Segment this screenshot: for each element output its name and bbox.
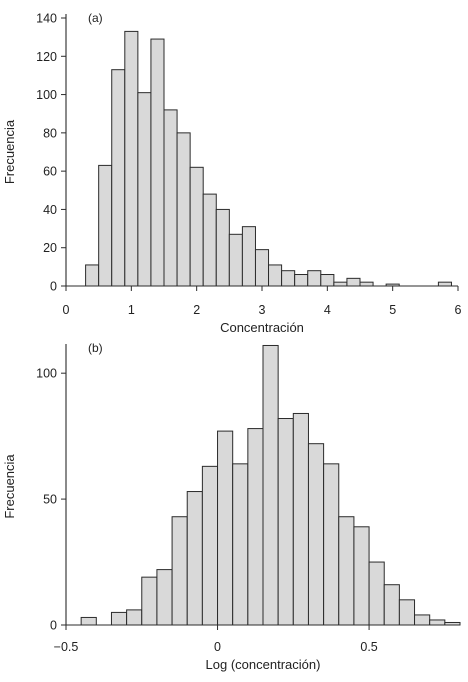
histogram-bar: [80, 616, 97, 626]
y-tick-label: 0: [50, 619, 57, 633]
y-tick-label: 80: [43, 126, 57, 140]
x-tick-label: 0: [63, 303, 70, 317]
histogram-bar: [281, 270, 296, 287]
histogram-bar: [429, 619, 446, 626]
histogram-bar: [232, 463, 249, 626]
histogram-bar: [202, 193, 217, 287]
x-tick-label: 2: [193, 303, 200, 317]
histogram-bar: [201, 465, 219, 626]
x-axis-title: Concentración: [220, 320, 304, 335]
histogram-bar: [338, 516, 355, 626]
histogram-bar: [171, 516, 188, 626]
histogram-bar: [111, 69, 126, 287]
histogram-bar: [98, 164, 113, 287]
histogram-bar: [320, 274, 335, 287]
y-tick-label: 100: [36, 367, 57, 381]
histogram-bar: [186, 491, 203, 626]
histogram-bar: [110, 611, 128, 626]
x-tick-label: 5: [389, 303, 396, 317]
y-tick-label: 20: [43, 241, 57, 255]
histogram-panel-b: 0 50 100 −0.5 0 0.5 (b) Log (concentración) Frec…: [2, 341, 461, 672]
x-tick-label: −0.5: [54, 640, 79, 654]
histogram-bar: [124, 30, 139, 287]
histogram-bar: [254, 249, 270, 287]
histogram-bar: [368, 561, 385, 626]
histogram-bar: [277, 418, 294, 626]
panel-label: (b): [88, 341, 103, 355]
y-tick-label: 60: [43, 165, 57, 179]
histogram-bar: [383, 584, 400, 626]
histogram-bar: [85, 264, 100, 287]
histogram-bar: [163, 109, 178, 287]
histogram-bar: [247, 428, 264, 626]
x-tick-label: 0: [214, 640, 221, 654]
histogram-bar: [294, 274, 309, 287]
histogram-bar: [359, 281, 374, 287]
x-tick-label: 6: [455, 303, 462, 317]
histogram-bar: [156, 569, 173, 626]
histogram-bar: [307, 443, 325, 626]
histogram-bar: [353, 526, 370, 626]
histogram-bar: [228, 233, 243, 287]
histogram-bar: [262, 344, 279, 626]
x-axis-title: Log (concentración): [206, 657, 321, 672]
y-tick-label: 100: [36, 88, 57, 102]
histogram-bar: [189, 166, 204, 287]
histogram-bar: [215, 208, 230, 287]
histogram-bar: [137, 92, 152, 287]
histogram-bar: [437, 281, 452, 287]
y-tick-label: 40: [43, 203, 57, 217]
histogram-bar: [141, 576, 158, 626]
histogram-bar: [150, 38, 165, 287]
histogram-bar: [292, 412, 309, 626]
histogram-bar: [217, 430, 234, 626]
y-tick-label: 120: [36, 50, 57, 64]
histogram-bar: [241, 226, 256, 287]
histogram-bar: [323, 463, 340, 626]
histogram-bar: [398, 599, 416, 626]
y-axis-title: Frecuencia: [2, 119, 17, 184]
y-axis-title: Frecuencia: [2, 454, 17, 519]
histogram-bar: [176, 132, 191, 287]
histogram-bar: [307, 270, 322, 287]
x-tick-label: 1: [128, 303, 135, 317]
y-tick-label: 0: [50, 280, 57, 294]
histogram-bar: [333, 281, 348, 287]
histogram-bar: [346, 277, 361, 287]
x-tick-label: 0.5: [360, 640, 377, 654]
x-tick-label: 3: [259, 303, 266, 317]
histogram-bar: [268, 264, 283, 287]
histogram-bar: [126, 609, 143, 626]
y-tick-label: 140: [36, 12, 57, 26]
x-tick-label: 4: [324, 303, 331, 317]
y-tick-label: 50: [43, 493, 57, 507]
panel-label: (a): [88, 11, 103, 25]
histogram-panel-a: 0 20 40 60 80 100 120 140 0 1 2 3 4 5 6 (a) Concentració…: [2, 11, 462, 335]
histogram-bar: [414, 614, 431, 626]
